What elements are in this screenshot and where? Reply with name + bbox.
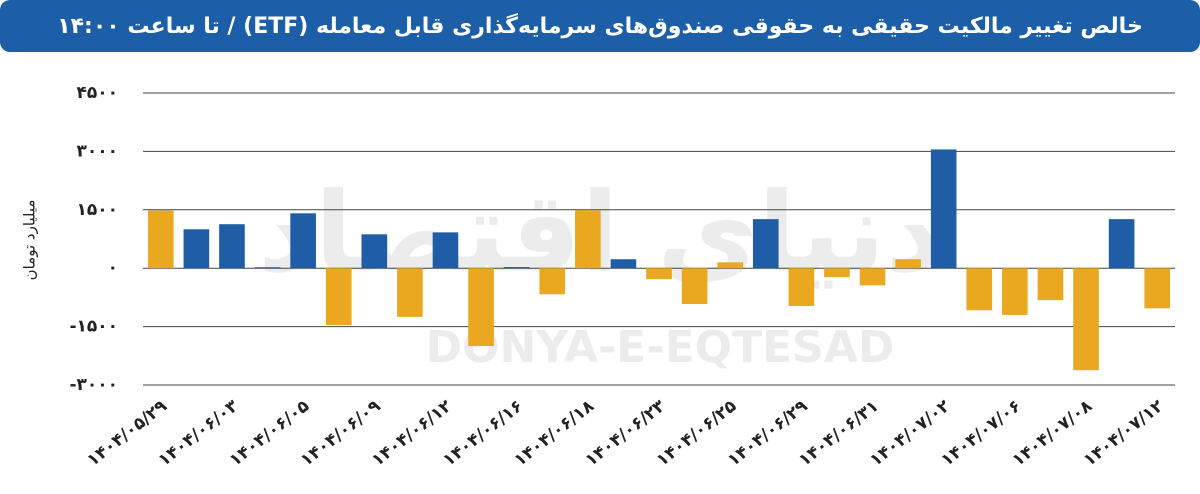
bar (788, 268, 815, 306)
bar (1073, 268, 1099, 371)
bar (361, 234, 388, 269)
bar (717, 262, 743, 269)
bar (752, 219, 779, 269)
y-axis-label: میلیارد تومان (21, 200, 39, 281)
y-tick-label: ۴۵۰۰ (76, 83, 118, 103)
bar (575, 210, 601, 269)
bar (468, 268, 494, 347)
bar (219, 224, 245, 269)
y-tick-label: ۰ (108, 258, 118, 278)
bar (681, 268, 708, 305)
bar (1108, 219, 1135, 269)
y-tick-label: -۳۰۰۰ (69, 375, 118, 395)
bar (397, 268, 423, 317)
bar (325, 268, 352, 326)
bar (1037, 268, 1064, 301)
bar (895, 259, 921, 269)
watermark: DONYA-E-EQTESAD (426, 322, 895, 373)
title-bar (0, 0, 1200, 52)
bar (432, 232, 459, 269)
y-tick-label: -۱۵۰۰ (69, 317, 118, 337)
bar (539, 268, 566, 295)
bar (824, 268, 850, 278)
y-tick-label: ۱۵۰۰ (76, 200, 118, 220)
bar (859, 268, 886, 286)
bar (1144, 268, 1171, 309)
bar (503, 267, 530, 269)
chart-title: خالص تغییر مالکیت حقیقی به حقوقی صندوق‌ه… (57, 12, 1143, 39)
bar (290, 213, 316, 269)
bar (254, 267, 281, 269)
bar (646, 268, 672, 280)
y-tick-label: ۳۰۰۰ (76, 141, 118, 161)
bar (1002, 268, 1028, 315)
bar (183, 229, 210, 269)
bar (966, 268, 993, 311)
bar (147, 210, 174, 269)
bar (610, 259, 637, 269)
bar (930, 149, 957, 269)
